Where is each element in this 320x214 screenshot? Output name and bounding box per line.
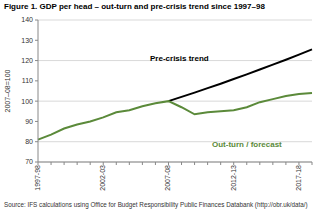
- svg-text:90: 90: [25, 118, 33, 125]
- svg-text:80: 80: [25, 138, 33, 145]
- html-text:Figure 1. GDP per head – out-t: Figure 1. GDP per head – out-turn and pr…: [4, 2, 265, 11]
- html-text:Out-turn / forecast: Out-turn / forecast: [212, 140, 282, 149]
- svg-text:120: 120: [21, 57, 33, 64]
- svg-text:130: 130: [21, 37, 33, 44]
- svg-text:2007-08: 2007-08: [164, 165, 171, 191]
- svg-text:2002-03: 2002-03: [99, 165, 106, 191]
- svg-text:2007–08=100: 2007–08=100: [8, 69, 11, 112]
- svg-text:100: 100: [21, 98, 33, 105]
- svg-text:140: 140: [21, 16, 33, 23]
- svg-text:110: 110: [22, 77, 33, 84]
- html-text:Source: IFS calculations using: Source: IFS calculations using Office fo…: [4, 201, 308, 208]
- svg-text:2017-18: 2017-18: [295, 165, 302, 191]
- svg-text:1997-98: 1997-98: [34, 165, 41, 191]
- svg-text:2012-13: 2012-13: [230, 165, 237, 191]
- svg-text:70: 70: [25, 158, 33, 165]
- html-text:Pre-crisis trend: Pre-crisis trend: [150, 54, 209, 63]
